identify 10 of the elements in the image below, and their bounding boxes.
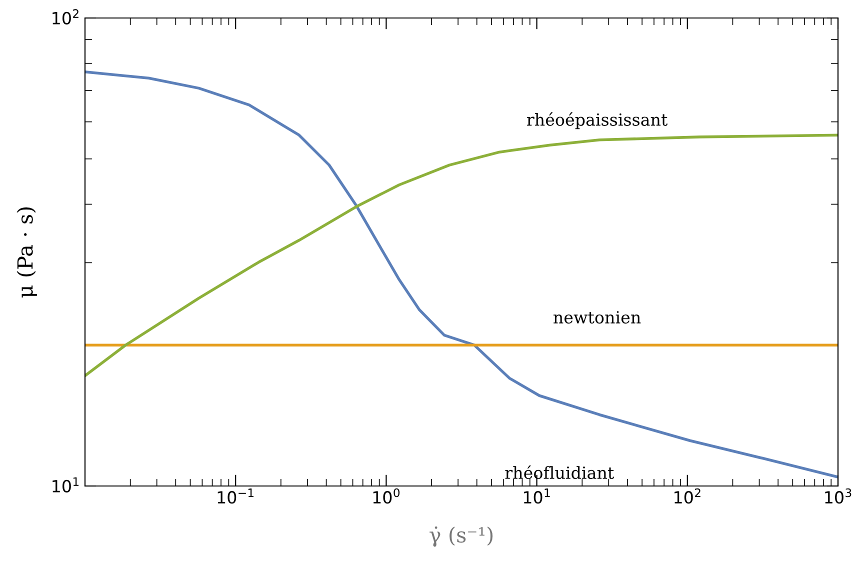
text: rhéofluidiant (505, 465, 614, 480)
series-label: rhéoépaississant (526, 112, 668, 130)
x-tick-label: 10$^{0}$ (373, 488, 400, 504)
x-axis-title: γ̇ (s⁻¹) (430, 526, 493, 547)
x-tick-label: 10$^{2}$ (674, 488, 700, 504)
series-label: newtonien (554, 311, 641, 324)
x-tick-label: 10$^{−1}$ (218, 488, 254, 504)
y-axis-title: μ (Pa · s) (16, 207, 37, 298)
x-tick-label: 10$^{1}$ (524, 488, 550, 504)
x-tick-label: 10$^{3}$ (825, 488, 852, 504)
